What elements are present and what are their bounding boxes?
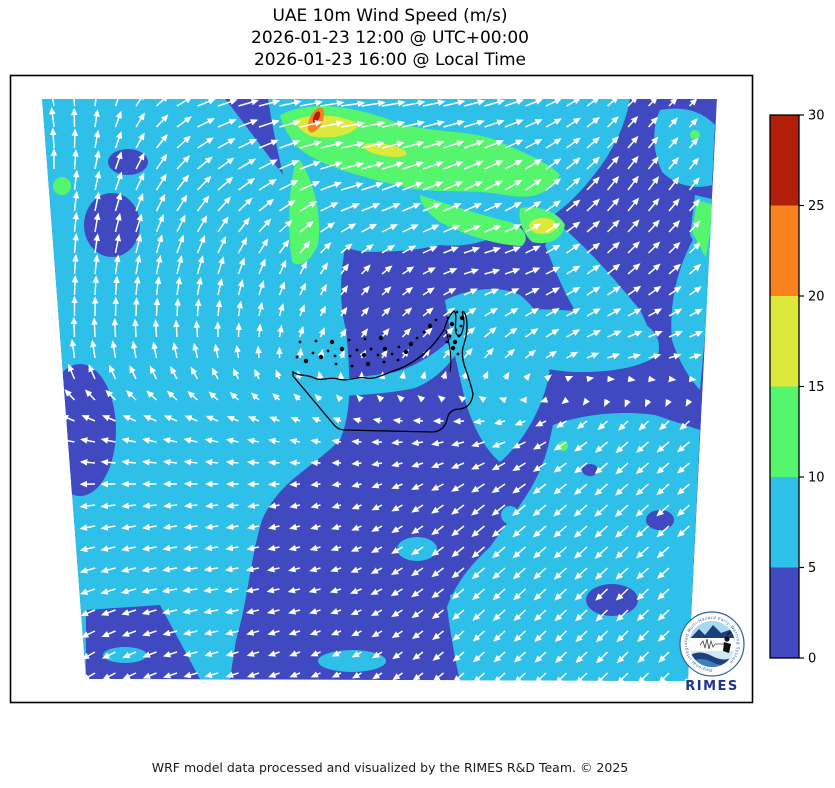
map-frame: [9, 74, 754, 704]
colorbar-tick-label: 5: [808, 561, 816, 576]
colorbar-segment: [770, 567, 799, 658]
footer-credit: WRF model data processed and visualized …: [151, 760, 629, 775]
colorbar-segment: [770, 115, 799, 206]
colorbar-tick-label: 20: [808, 290, 825, 305]
colorbar-segment: [770, 205, 799, 296]
colorbar-segment: [770, 296, 799, 387]
figure-title: UAE 10m Wind Speed (m/s): [272, 6, 508, 26]
rimes-logo-wordmark: RIMES: [685, 679, 739, 694]
figure-subtitle-local: 2026-01-23 16:00 @ Local Time: [253, 50, 527, 70]
colorbar: 0 5 10 15 20 25 30: [769, 109, 825, 667]
colorbar-segment: [770, 477, 799, 568]
coastal-islands-dots: [295, 310, 465, 368]
colorbar-tick-label: 0: [808, 652, 816, 667]
figure-subtitle-utc: 2026-01-23 12:00 @ UTC+00:00: [251, 28, 529, 48]
figure-title-block: UAE 10m Wind Speed (m/s) 2026-01-23 12:0…: [0, 5, 780, 71]
colorbar-ticks: 0 5 10 15 20 25 30: [799, 109, 825, 667]
uae-coastline: [292, 310, 474, 433]
colorbar-tick-label: 10: [808, 471, 825, 486]
colorbar-segments: [770, 115, 799, 658]
colorbar-tick-label: 15: [808, 380, 825, 395]
colorbar-tick-label: 30: [808, 109, 825, 124]
wind-speed-contours: [42, 99, 717, 681]
colorbar-tick-label: 25: [808, 199, 825, 214]
wind-arrows-quiver: [49, 99, 704, 681]
contour-level-4-5-regions: [307, 107, 325, 133]
rimes-logo: Regional Integrated Multi-Hazard Early W…: [679, 611, 745, 695]
colorbar-segment: [770, 386, 799, 477]
